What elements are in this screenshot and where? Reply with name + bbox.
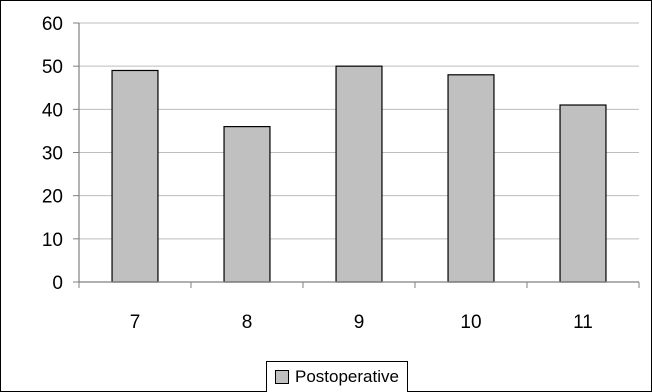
y-tick-label: 10 [42,230,63,251]
y-tick-label: 40 [42,100,63,121]
bar-8 [223,125,271,283]
bar-9 [335,65,383,283]
bar-7 [111,69,159,283]
y-tick-label: 20 [42,187,63,208]
legend: Postoperative [266,361,408,392]
y-tick-label: 0 [52,273,63,294]
x-tick-label: 9 [354,312,365,333]
x-tick-label: 11 [573,312,593,333]
x-tick-label: 8 [242,312,253,333]
x-tick-label: 10 [460,312,481,333]
y-tick-label: 50 [42,57,63,78]
bar-11 [559,104,607,283]
y-tick-label: 30 [42,144,63,165]
y-tick-label: 60 [42,14,63,35]
legend-swatch [275,370,289,384]
x-tick-label: 7 [130,312,141,333]
bar-10 [447,74,495,283]
legend-label: Postoperative [295,367,399,386]
